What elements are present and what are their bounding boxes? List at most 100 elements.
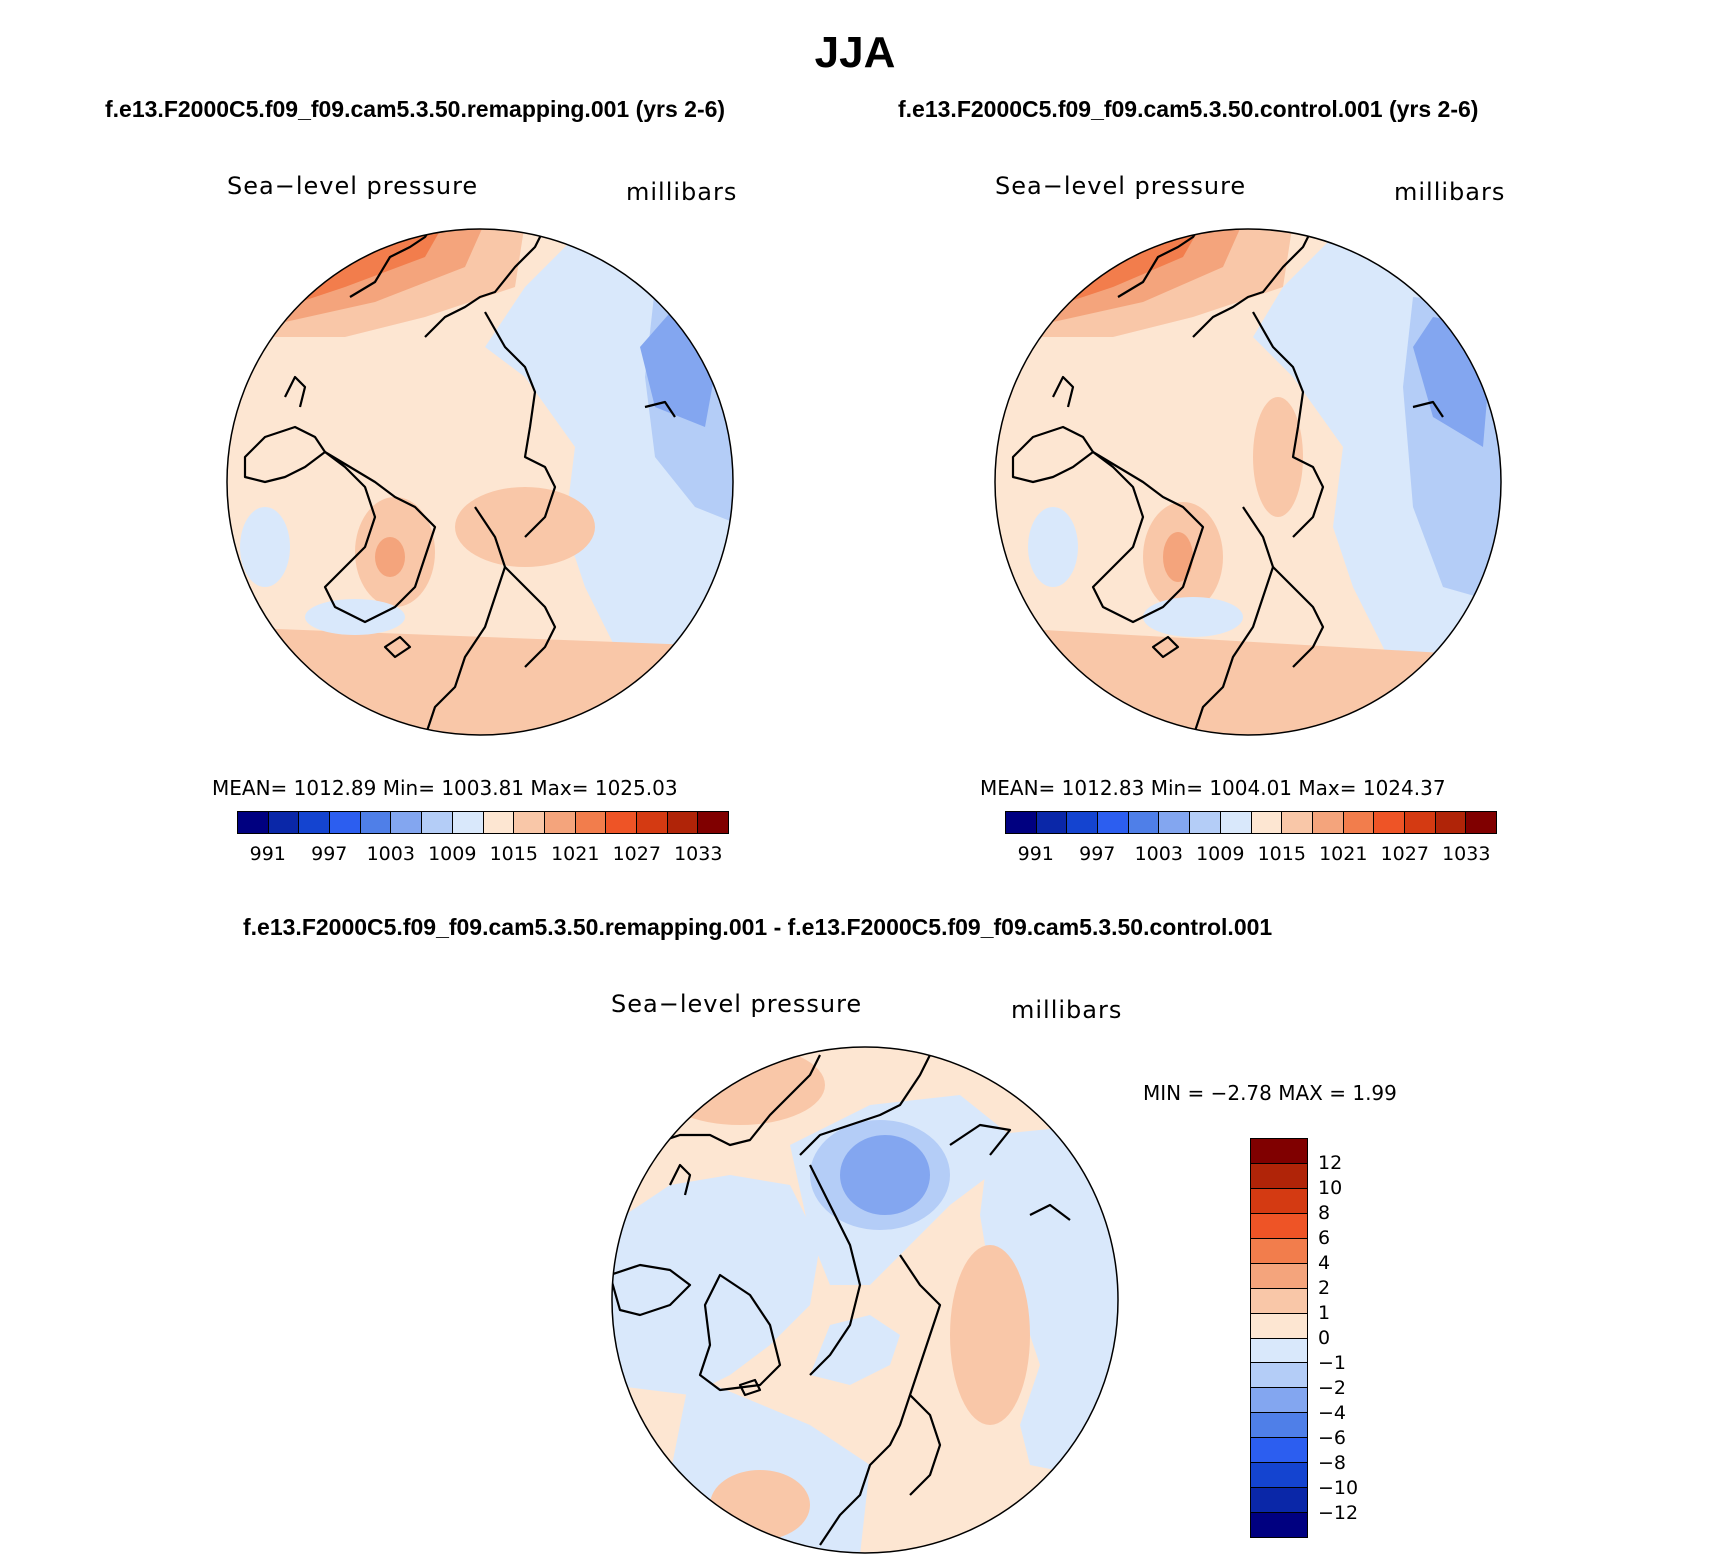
colorbar-tick-label: 1009: [1196, 843, 1245, 865]
panel1-colorbar: [237, 811, 729, 834]
colorbar-swatch: [1251, 1388, 1307, 1414]
colorbar-swatch: [299, 812, 331, 833]
colorbar-tick-label: 997: [1079, 843, 1116, 865]
colorbar-swatch: [1036, 812, 1068, 833]
colorbar-swatch: [544, 812, 576, 833]
colorbar-swatch: [1251, 1263, 1307, 1289]
colorbar-swatch: [1159, 812, 1191, 833]
colorbar-swatch: [667, 812, 699, 833]
colorbar-swatch: [1251, 1238, 1307, 1264]
panel2-stats: MEAN= 1012.83 Min= 1004.01 Max= 1024.37: [980, 776, 1446, 800]
colorbar-swatch: [391, 812, 423, 833]
colorbar-tick-label: 1021: [551, 843, 600, 865]
colorbar-tick-label: 1027: [612, 843, 661, 865]
panel2-case-title: f.e13.F2000C5.f09_f09.cam5.3.50.control.…: [898, 96, 1479, 122]
colorbar-swatch: [1251, 1313, 1307, 1339]
colorbar-swatch: [1282, 812, 1313, 833]
panel2-polar-map: [994, 228, 1502, 736]
colorbar-swatch: [1067, 812, 1099, 833]
colorbar-swatch: [1251, 1288, 1307, 1314]
colorbar-swatch: [268, 812, 300, 833]
colorbar-tick-label: 2: [1318, 1277, 1331, 1299]
panel1-field-label: Sea−level pressure: [227, 172, 479, 200]
colorbar-swatch: [1251, 1213, 1307, 1239]
colorbar-tick-label: 1033: [1442, 843, 1491, 865]
panel1-stats: MEAN= 1012.89 Min= 1003.81 Max= 1025.03: [212, 776, 678, 800]
colorbar-swatch: [1251, 1513, 1307, 1537]
colorbar-tick-label: 997: [311, 843, 348, 865]
difference-colorbar-ticks: 12 10 8 6 4 2 1 0 −1 −2 −4 −6 −8 −10 −12: [1318, 1138, 1378, 1538]
colorbar-tick-label: 1027: [1380, 843, 1429, 865]
colorbar-swatch: [1251, 1338, 1307, 1364]
colorbar-tick-label: 8: [1318, 1202, 1331, 1224]
colorbar-tick-label: −6: [1318, 1427, 1347, 1449]
colorbar-tick-label: −4: [1318, 1402, 1347, 1424]
colorbar-tick-label: 1033: [674, 843, 723, 865]
difference-colorbar: [1250, 1138, 1308, 1538]
colorbar-swatch: [606, 812, 637, 833]
panel2-colorbar: [1005, 811, 1497, 834]
colorbar-swatch: [483, 812, 515, 833]
colorbar-swatch: [1098, 812, 1129, 833]
colorbar-tick-label: 991: [1017, 843, 1054, 865]
colorbar-swatch: [514, 812, 545, 833]
colorbar-swatch: [1251, 812, 1283, 833]
colorbar-swatch: [238, 812, 269, 833]
difference-polar-map: [611, 1046, 1119, 1554]
colorbar-tick-label: −2: [1318, 1377, 1347, 1399]
colorbar-tick-label: 0: [1318, 1327, 1331, 1349]
panel1-case-title: f.e13.F2000C5.f09_f09.cam5.3.50.remappin…: [105, 96, 726, 122]
colorbar-swatch: [1251, 1363, 1307, 1389]
panel2-units: millibars: [1394, 178, 1506, 206]
figure-title: JJA: [814, 28, 896, 77]
colorbar-swatch: [1006, 812, 1037, 833]
colorbar-swatch: [1466, 812, 1496, 833]
panel2-colorbar-ticks: 991 997 1003 1009 1015 1021 1027 1033: [1005, 843, 1497, 867]
colorbar-tick-label: 1015: [489, 843, 538, 865]
colorbar-tick-label: 1003: [366, 843, 415, 865]
colorbar-tick-label: −8: [1318, 1452, 1347, 1474]
colorbar-swatch: [452, 812, 484, 833]
colorbar-tick-label: 1009: [428, 843, 477, 865]
colorbar-swatch: [636, 812, 668, 833]
colorbar-swatch: [575, 812, 607, 833]
colorbar-swatch: [1312, 812, 1344, 833]
panel1-polar-map: [226, 228, 734, 736]
colorbar-swatch: [1251, 1163, 1307, 1189]
colorbar-swatch: [422, 812, 453, 833]
colorbar-swatch: [1220, 812, 1252, 833]
colorbar-swatch: [1374, 812, 1405, 833]
colorbar-swatch: [1251, 1139, 1307, 1164]
panel1-units: millibars: [626, 178, 738, 206]
colorbar-swatch: [1251, 1413, 1307, 1439]
colorbar-tick-label: 10: [1318, 1177, 1343, 1199]
colorbar-swatch: [698, 812, 728, 833]
difference-field-label: Sea−level pressure: [611, 990, 863, 1018]
colorbar-swatch: [1404, 812, 1436, 833]
colorbar-tick-label: −10: [1318, 1477, 1359, 1499]
colorbar-tick-label: 4: [1318, 1252, 1331, 1274]
colorbar-tick-label: −1: [1318, 1352, 1347, 1374]
difference-case-title: f.e13.F2000C5.f09_f09.cam5.3.50.remappin…: [243, 914, 1273, 940]
difference-units: millibars: [1011, 996, 1123, 1024]
colorbar-tick-label: 1021: [1319, 843, 1368, 865]
colorbar-tick-label: 6: [1318, 1227, 1331, 1249]
colorbar-swatch: [330, 812, 361, 833]
colorbar-swatch: [360, 812, 392, 833]
panel2-field-label: Sea−level pressure: [995, 172, 1247, 200]
panel1-colorbar-ticks: 991 997 1003 1009 1015 1021 1027 1033: [237, 843, 729, 867]
colorbar-swatch: [1343, 812, 1375, 833]
colorbar-swatch: [1251, 1438, 1307, 1464]
colorbar-tick-label: 1015: [1257, 843, 1306, 865]
colorbar-swatch: [1190, 812, 1221, 833]
colorbar-tick-label: −12: [1318, 1502, 1359, 1524]
colorbar-tick-label: 12: [1318, 1152, 1343, 1174]
colorbar-swatch: [1435, 812, 1467, 833]
colorbar-swatch: [1251, 1188, 1307, 1214]
difference-stats: MIN = −2.78 MAX = 1.99: [1143, 1081, 1397, 1105]
colorbar-swatch: [1251, 1488, 1307, 1514]
colorbar-tick-label: 1: [1318, 1302, 1331, 1324]
colorbar-tick-label: 1003: [1134, 843, 1183, 865]
colorbar-tick-label: 991: [249, 843, 286, 865]
colorbar-swatch: [1251, 1463, 1307, 1489]
